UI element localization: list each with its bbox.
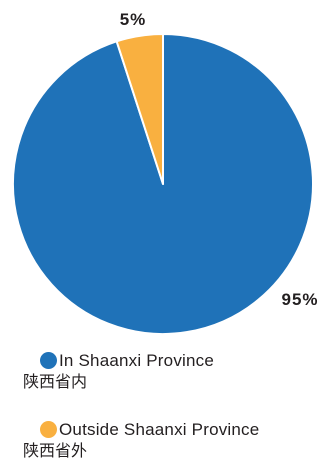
pie-slices — [12, 33, 314, 335]
legend-label-en: In Shaanxi Province — [59, 351, 214, 370]
pie-slice-outside-shaanxi — [115, 33, 164, 185]
legend-label-zh: 陕西省外 — [23, 441, 88, 460]
legend-swatch-orange — [40, 421, 57, 438]
slice-label-inside: 95% — [281, 290, 318, 309]
legend-item-in-shaanxi: In Shaanxi Province 陕西省内 — [23, 351, 321, 393]
legend-item-outside-shaanxi: Outside Shaanxi Province 陕西省外 — [23, 420, 321, 462]
pie-chart: 5% 95% — [12, 10, 318, 335]
legend-label-zh: 陕西省内 — [23, 372, 88, 391]
slice-label-outside: 5% — [120, 10, 147, 29]
legend-label-en: Outside Shaanxi Province — [59, 420, 260, 439]
legend-swatch-blue — [40, 352, 57, 369]
